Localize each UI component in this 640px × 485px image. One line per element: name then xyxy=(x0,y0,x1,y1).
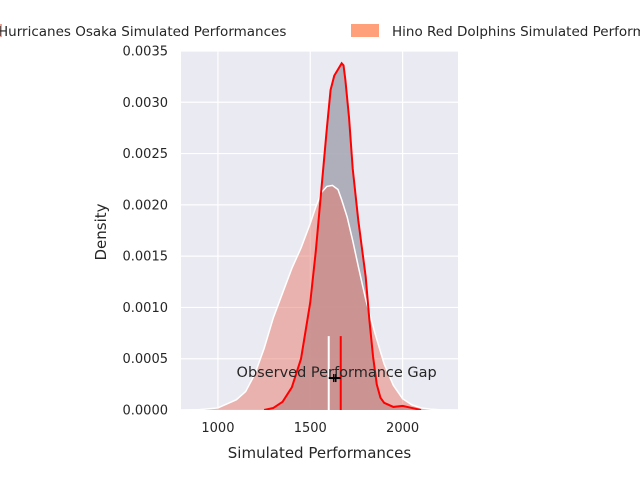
legend-swatch-hino-red-dolphins xyxy=(351,24,379,37)
y-tick-label-0.0035: 0.0035 xyxy=(123,45,169,60)
x-tick-label-2000: 2000 xyxy=(386,421,419,436)
density-line-hurricanes-osaka xyxy=(181,184,458,410)
legend-label-hurricanes-osaka: Hurricanes Osaka Simulated Performances xyxy=(0,24,286,40)
y-tick-label-0.0000: 0.0000 xyxy=(123,404,169,419)
y-tick-label-0.0025: 0.0025 xyxy=(123,147,169,162)
y-tick-label-0.0005: 0.0005 xyxy=(123,352,169,367)
density-line-hino-red-dolphins xyxy=(263,61,422,410)
x-tick-label-1000: 1000 xyxy=(201,421,234,436)
y-tick-label-0.0015: 0.0015 xyxy=(123,250,169,265)
y-tick-label-0.0010: 0.0010 xyxy=(123,301,169,316)
density-fill-hurricanes-osaka xyxy=(181,185,458,410)
observed-performance-gap-label: Observed Performance Gap xyxy=(237,365,437,381)
y-tick-label-0.0020: 0.0020 xyxy=(123,198,169,213)
x-axis-label: Simulated Performances xyxy=(228,444,412,462)
y-axis-label: Density xyxy=(92,203,110,260)
tick-labels: 1000 1500 2000 0.0000 0.0005 0.0010 0.0015 0.00… xyxy=(123,45,420,437)
legend-label-hino-red-dolphins: Hino Red Dolphins Simulated Performances xyxy=(392,24,640,40)
observed-markers xyxy=(327,336,342,410)
legend: Hurricanes Osaka Simulated Performances … xyxy=(0,24,640,40)
density-layer xyxy=(181,61,458,410)
y-tick-label-0.0030: 0.0030 xyxy=(123,96,169,111)
legend-swatch-hurricanes-osaka xyxy=(0,24,2,37)
x-tick-label-1500: 1500 xyxy=(294,421,327,436)
